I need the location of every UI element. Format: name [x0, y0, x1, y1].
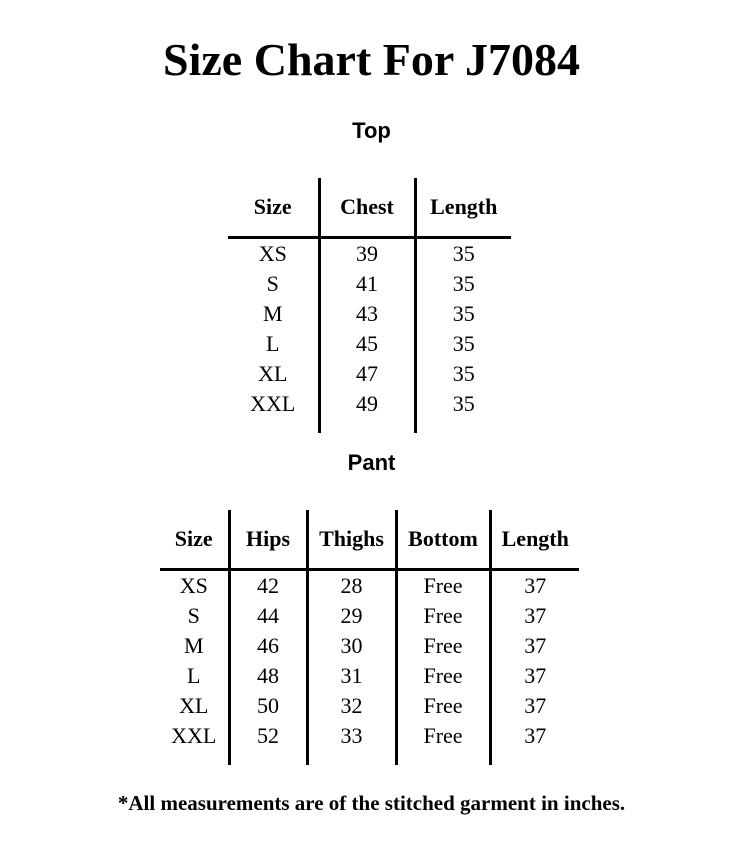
table-row: XL 47 35	[228, 359, 511, 389]
table-cell: 35	[413, 299, 511, 329]
table-cell: 42	[227, 569, 307, 601]
table-row: M 43 35	[228, 299, 511, 329]
table-cell: M	[262, 301, 283, 326]
table-cell: 46	[227, 631, 307, 661]
table-cell: 39	[317, 237, 415, 269]
table-cell: 37	[488, 601, 579, 631]
table-cell: 50	[227, 691, 307, 721]
table-cell: 41	[317, 269, 415, 299]
table-cell: Free	[394, 569, 490, 601]
table-cell: 35	[413, 389, 511, 433]
table-row: XL 50 32 Free 37	[160, 691, 579, 721]
table-cell: 47	[317, 359, 415, 389]
table-row: XXL 49 35	[228, 389, 511, 433]
column-header: Length	[488, 510, 579, 571]
table-cell: XL	[179, 693, 209, 718]
table-cell: XXL	[171, 723, 217, 748]
table-row: S 41 35	[228, 269, 511, 299]
table-cell: L	[266, 331, 280, 356]
table-cell: Free	[394, 721, 490, 765]
table-cell: Free	[394, 661, 490, 691]
table-row: S 44 29 Free 37	[160, 601, 579, 631]
top-size-table: Size Chest Length XS 39 35 S 41 35 M 43 35 L 45 35 XL 47…	[228, 178, 511, 433]
column-header: Bottom	[394, 510, 490, 571]
table-cell: 49	[317, 389, 415, 433]
table-cell: XS	[258, 241, 287, 266]
table-cell: 35	[413, 329, 511, 359]
table-row: XS 39 35	[228, 237, 511, 269]
table-cell: 28	[305, 569, 396, 601]
table-cell: S	[187, 603, 200, 628]
table-row: XXL 52 33 Free 37	[160, 721, 579, 765]
table-cell: 48	[227, 661, 307, 691]
header-row: Size Chest Length	[228, 178, 511, 239]
measurement-note: *All measurements are of the stitched ga…	[117, 791, 626, 815]
column-header: Hips	[227, 510, 307, 571]
header-row: Size Hips Thighs Bottom Length	[160, 510, 579, 571]
table-row: L 48 31 Free 37	[160, 661, 579, 691]
top-heading: Top	[352, 118, 391, 143]
table-cell: 35	[413, 269, 511, 299]
table-cell: Free	[394, 601, 490, 631]
table-cell: 45	[317, 329, 415, 359]
table-cell: 37	[488, 569, 579, 601]
table-cell: XXL	[250, 391, 296, 416]
table-cell: L	[187, 663, 201, 688]
table-row: XS 42 28 Free 37	[160, 569, 579, 601]
table-cell: 52	[227, 721, 307, 765]
table-cell: Free	[394, 631, 490, 661]
table-cell: 30	[305, 631, 396, 661]
table-cell: 35	[413, 237, 511, 269]
table-cell: XL	[258, 361, 288, 386]
column-header: Chest	[317, 178, 415, 239]
table-cell: 31	[305, 661, 396, 691]
table-cell: 29	[305, 601, 396, 631]
table-cell: 37	[488, 691, 579, 721]
column-header: Thighs	[305, 510, 396, 571]
page-title: Size Chart For J7084	[163, 34, 580, 85]
table-cell: XS	[179, 573, 208, 598]
pant-heading: Pant	[347, 450, 396, 475]
table-cell: Free	[394, 691, 490, 721]
table-row: M 46 30 Free 37	[160, 631, 579, 661]
table-cell: 44	[227, 601, 307, 631]
table-cell: 32	[305, 691, 396, 721]
table-row: L 45 35	[228, 329, 511, 359]
column-header: Size	[228, 178, 319, 239]
table-cell: 43	[317, 299, 415, 329]
table-cell: M	[183, 633, 204, 658]
column-header: Length	[413, 178, 511, 239]
table-cell: 37	[488, 661, 579, 691]
table-cell: S	[266, 271, 279, 296]
pant-size-table: Size Hips Thighs Bottom Length XS 42 28 Free 37 S 4…	[160, 510, 579, 765]
table-cell: 37	[488, 631, 579, 661]
table-cell: 33	[305, 721, 396, 765]
table-cell: 37	[488, 721, 579, 765]
column-header: Size	[160, 510, 229, 571]
table-cell: 35	[413, 359, 511, 389]
